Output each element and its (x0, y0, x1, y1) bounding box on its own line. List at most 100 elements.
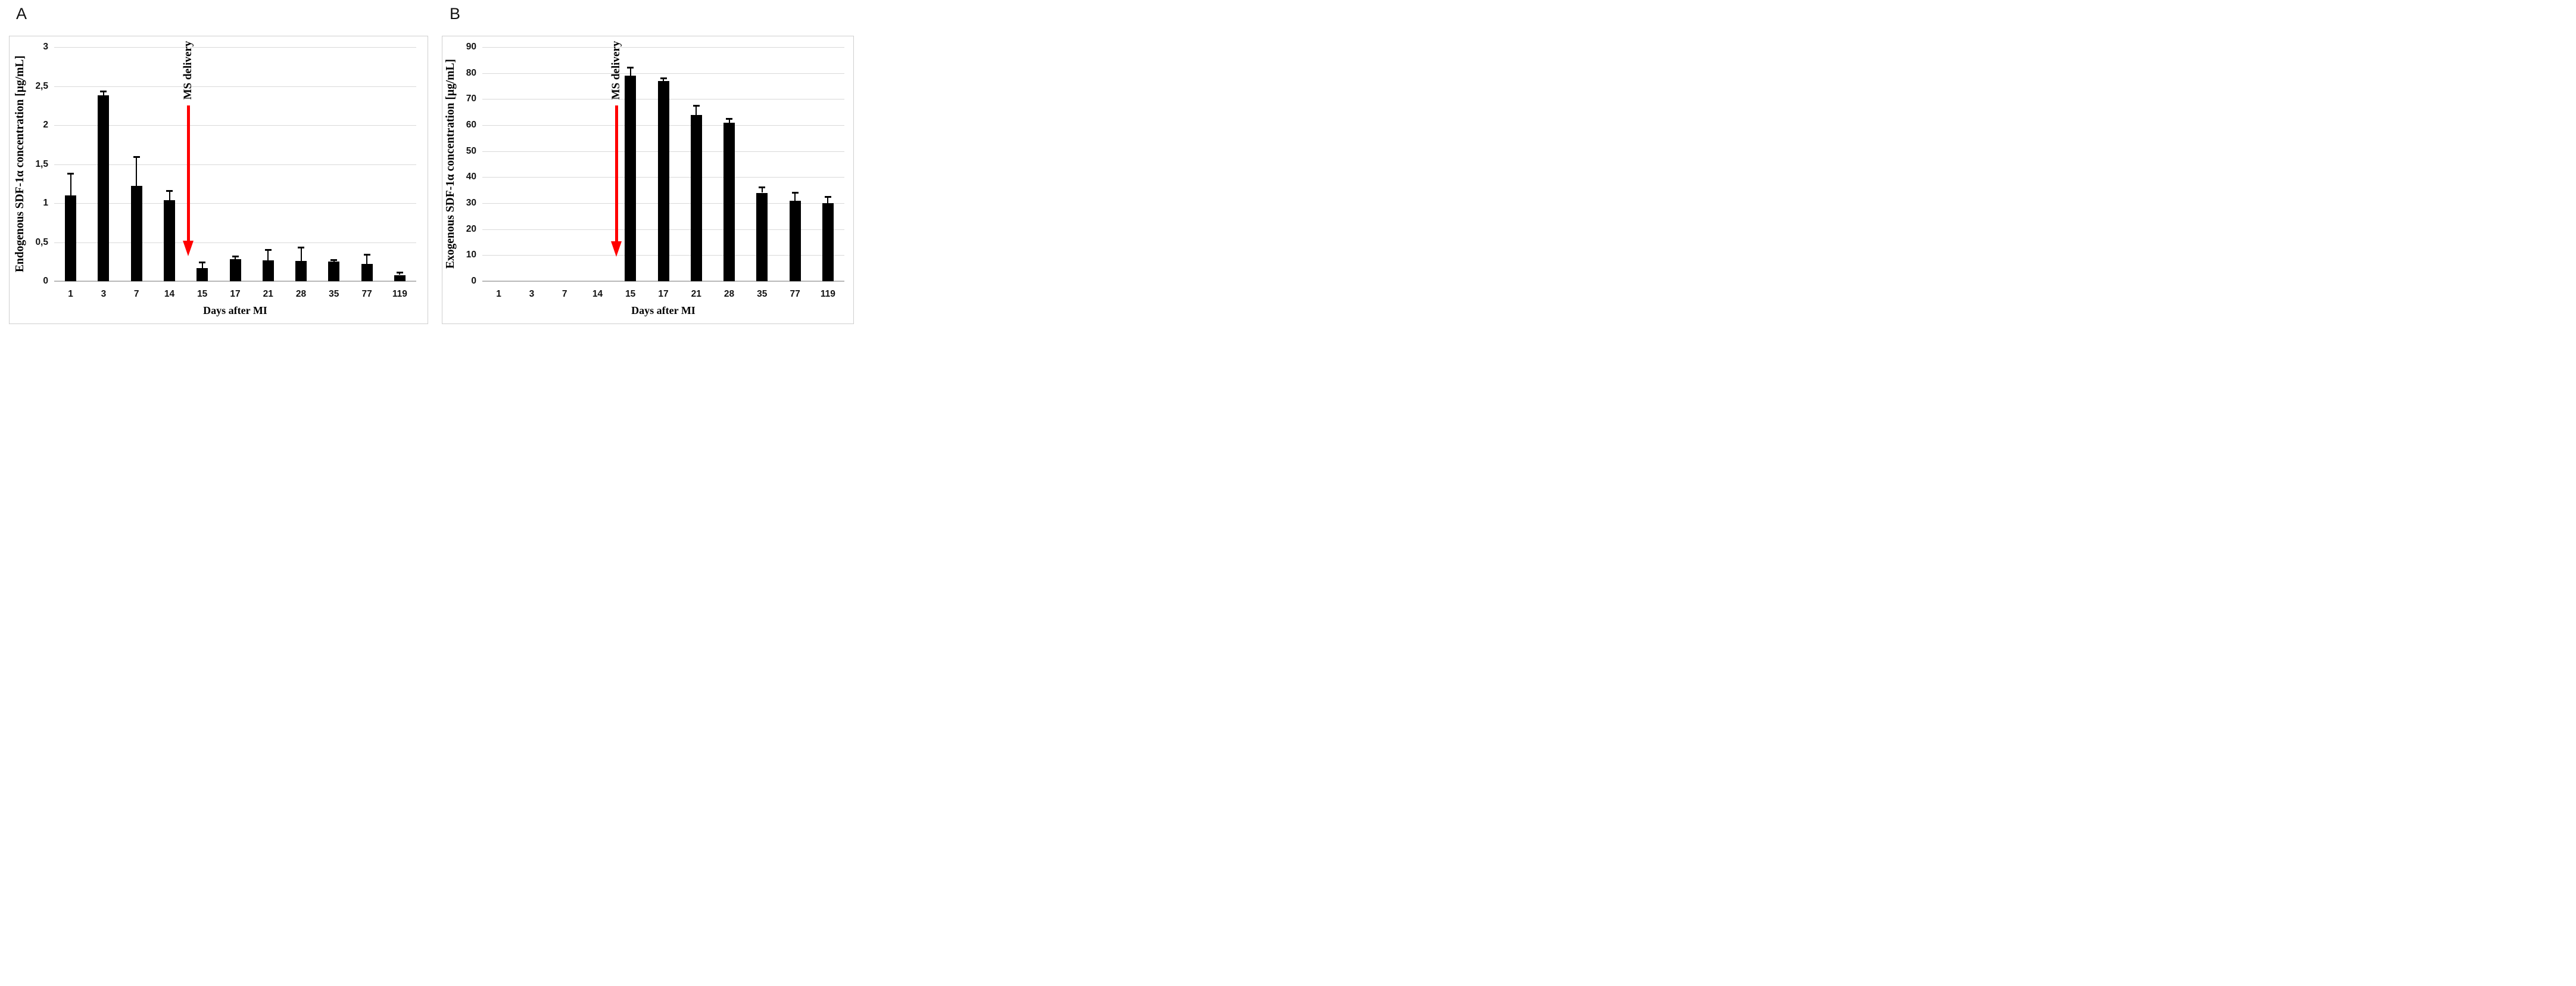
error-cap-day-7 (133, 156, 140, 158)
error-bar-day-28 (728, 119, 730, 123)
y-axis-title: Exogenous SDF-1α concentration [µg/mL] (444, 59, 457, 269)
y-gridline (482, 73, 844, 74)
error-bar-day-77 (366, 254, 368, 265)
bar-day-35 (328, 262, 340, 282)
y-gridline (54, 242, 416, 243)
error-cap-day-17 (232, 255, 239, 257)
error-cap-day-77 (363, 254, 370, 256)
error-cap-day-21 (693, 104, 700, 107)
error-bar-day-1 (70, 173, 71, 195)
x-tick-label: 28 (295, 289, 307, 299)
y-gridline (482, 47, 844, 48)
x-tick-label: 3 (101, 289, 107, 299)
x-axis-line (54, 281, 416, 282)
y-gridline (54, 86, 416, 87)
ms-delivery-arrow (186, 105, 190, 241)
ms-delivery-arrowhead (182, 241, 194, 257)
y-tick-label: 90 (466, 42, 476, 52)
x-tick-label: 15 (197, 289, 208, 299)
bar-day-15 (625, 76, 637, 281)
error-cap-day-77 (791, 192, 799, 194)
error-cap-day-28 (726, 117, 732, 120)
y-tick-label: 50 (466, 145, 476, 156)
ms-delivery-arrow (615, 105, 618, 241)
error-cap-day-1 (67, 172, 74, 175)
panel-b-chart: 90 80 70 60 50 40 30 20 10 0 1 3 7 14 15 17 21 28 35 77 119 E… (442, 36, 854, 324)
x-tick-label: 14 (164, 289, 175, 299)
error-bar-day-15 (629, 67, 631, 76)
x-tick-label: 7 (133, 289, 139, 299)
bar-day-1 (65, 195, 77, 281)
x-tick-label: 17 (658, 289, 669, 299)
bar-day-17 (229, 259, 241, 281)
error-bar-day-17 (663, 78, 664, 81)
figure-canvas: A B 3 2,5 2 1,5 1 0,5 0 1 3 7 14 15 17 21 28 35 77 119 End… (0, 0, 859, 329)
error-cap-day-35 (759, 186, 766, 189)
x-tick-label: 1 (68, 289, 73, 299)
error-cap-day-15 (627, 67, 634, 69)
x-tick-label: 7 (562, 289, 567, 299)
x-tick-label: 28 (723, 289, 735, 299)
error-cap-day-15 (199, 262, 206, 264)
y-tick-label: 0 (471, 276, 476, 286)
x-axis-line (482, 281, 844, 282)
error-cap-day-3 (100, 91, 107, 93)
error-bar-day-35 (761, 187, 763, 193)
y-tick-label: 40 (466, 172, 476, 182)
x-tick-label: 1 (496, 289, 501, 299)
x-tick-label: 77 (361, 289, 372, 299)
x-tick-label: 21 (263, 289, 273, 299)
x-tick-label: 119 (820, 289, 835, 299)
error-bar-day-7 (136, 157, 138, 186)
error-bar-day-17 (235, 256, 236, 260)
y-tick-label: 1 (43, 198, 48, 208)
error-bar-day-21 (696, 105, 697, 115)
bar-day-14 (164, 200, 175, 281)
y-gridline (54, 47, 416, 48)
error-cap-day-21 (264, 249, 272, 251)
bar-day-21 (690, 114, 702, 281)
y-gridline (54, 203, 416, 204)
y-tick-label: 10 (466, 250, 476, 260)
x-tick-label: 15 (625, 289, 636, 299)
ms-delivery-label: MS delivery (610, 41, 622, 100)
error-cap-day-17 (660, 77, 667, 79)
y-tick-label: 1,5 (35, 158, 48, 169)
y-axis-title: Endogenous SDF-1α concentration [µg/mL] (14, 55, 26, 273)
y-tick-label: 60 (466, 120, 476, 130)
error-cap-day-35 (330, 259, 338, 262)
bar-day-28 (723, 122, 735, 281)
y-tick-label: 80 (466, 67, 476, 78)
error-cap-day-14 (166, 189, 173, 192)
bar-day-77 (789, 200, 801, 281)
panel-a-chart: 3 2,5 2 1,5 1 0,5 0 1 3 7 14 15 17 21 28 35 77 119 Endogen… (9, 36, 428, 324)
error-cap-day-28 (298, 247, 304, 249)
error-bar-day-77 (794, 192, 796, 201)
error-bar-day-14 (169, 191, 170, 200)
bar-day-119 (822, 203, 834, 281)
x-tick-label: 119 (392, 289, 407, 299)
y-tick-label: 20 (466, 223, 476, 234)
error-bar-day-15 (201, 262, 203, 268)
bar-day-17 (657, 80, 669, 281)
y-gridline (54, 164, 416, 165)
x-tick-label: 3 (529, 289, 535, 299)
bar-day-119 (394, 275, 406, 281)
y-tick-label: 70 (466, 94, 476, 104)
x-tick-label: 21 (691, 289, 701, 299)
error-bar-day-21 (267, 250, 269, 260)
y-tick-label: 2,5 (35, 80, 48, 91)
bar-day-3 (98, 95, 110, 281)
error-cap-day-119 (824, 195, 831, 198)
bar-day-35 (756, 192, 768, 281)
bar-day-7 (130, 186, 142, 281)
x-tick-label: 35 (329, 289, 339, 299)
y-tick-label: 30 (466, 198, 476, 208)
x-tick-label: 14 (592, 289, 603, 299)
bar-day-15 (197, 268, 208, 281)
bar-day-28 (295, 260, 307, 281)
x-tick-label: 35 (757, 289, 768, 299)
error-bar-day-28 (300, 247, 302, 261)
x-tick-label: 17 (230, 289, 241, 299)
ms-delivery-label: MS delivery (182, 41, 194, 100)
